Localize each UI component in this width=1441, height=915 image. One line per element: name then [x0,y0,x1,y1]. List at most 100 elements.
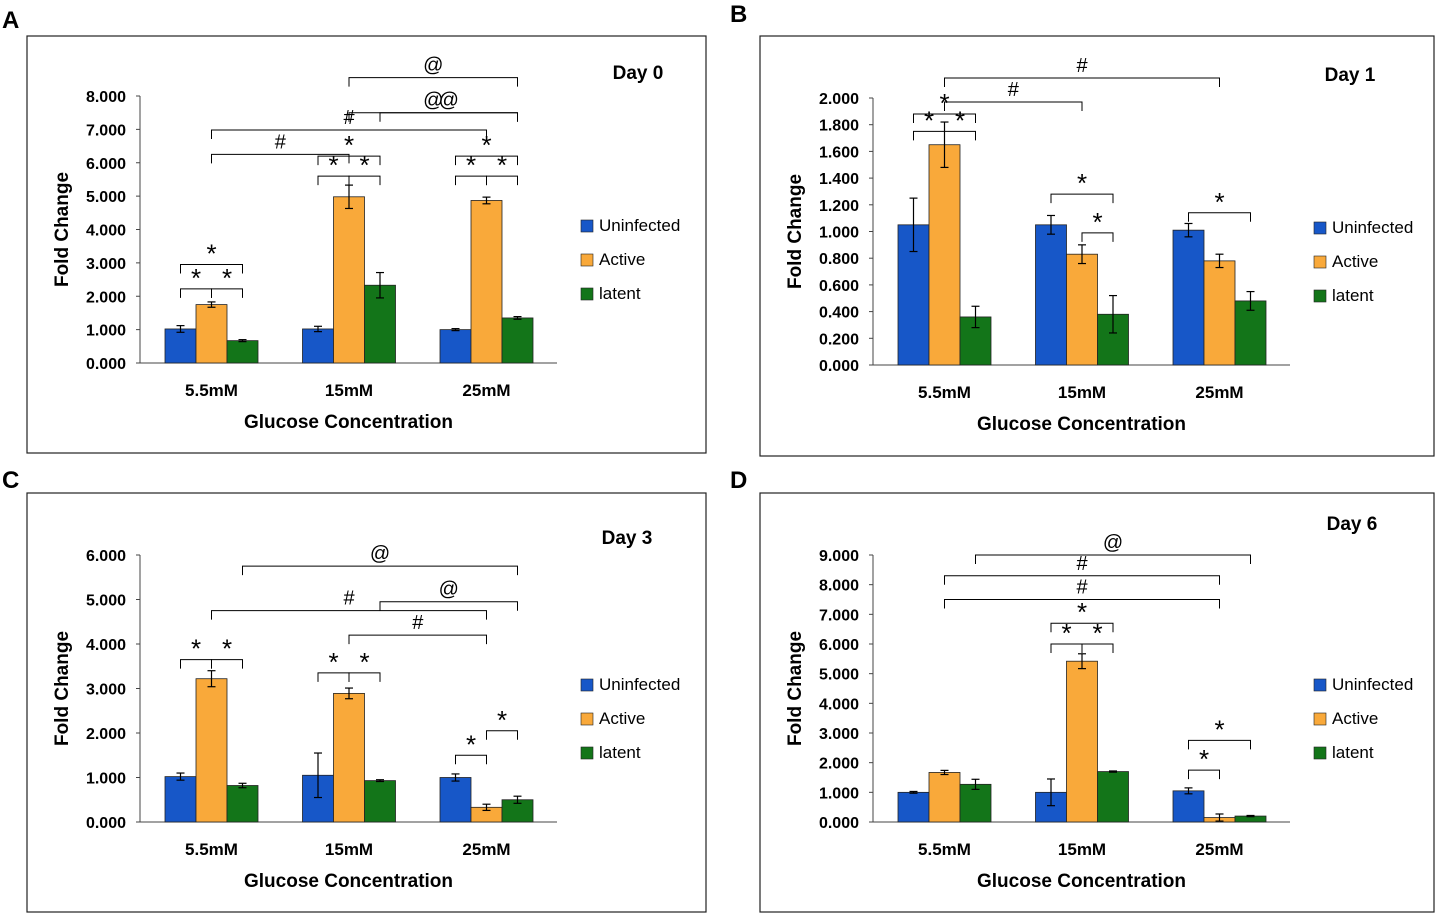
significance-symbol: * [191,263,201,293]
significance-bracket [944,130,976,141]
significance-bracket [348,634,487,645]
significance-bracket [379,112,518,122]
significance-symbol: # [275,131,287,153]
significance-symbol: # [412,612,424,634]
bar-latent [226,340,259,364]
y-tick-label: 1.000 [819,785,859,802]
chart-title: Day 0 [613,63,664,84]
significance-symbol: * [328,150,338,180]
significance-bracket [1050,193,1114,204]
significance-symbol: @ [370,543,390,565]
significance-symbol: * [1077,168,1087,198]
x-axis-label: Glucose Concentration [244,412,453,433]
significance-symbol: * [466,150,476,180]
y-tick-label: 3.000 [819,726,859,743]
x-tick-label: 5.5mM [185,840,238,859]
significance-symbol: * [1061,618,1071,648]
significance-bracket [211,659,243,669]
y-axis-label: Fold Change [785,631,806,746]
significance-symbol: * [1077,597,1087,627]
significance-bracket [913,113,976,124]
y-tick-label: 0.000 [86,815,126,832]
y-tick-label: 2.000 [819,756,859,773]
y-tick-label: 3.000 [86,682,126,699]
x-tick-label: 5.5mM [918,840,971,859]
significance-symbol: * [191,634,201,664]
panel-D: D Day 6 0.000 1.000 2.000 3.000 4.000 5.000 6.00… [730,467,1435,913]
significance-symbol: @ [423,90,443,112]
significance-bracket [944,101,1083,112]
significance-symbol: * [359,647,369,677]
y-tick-label: 0.600 [819,278,859,295]
bar-active [333,196,365,364]
significance-symbol: @ [439,90,459,112]
significance-symbol: @ [423,55,443,77]
legend-label: latent [599,284,641,303]
panel-B: B Day 1 0.000 0.200 0.400 0.600 0.800 1.000 1.20… [730,1,1435,457]
significance-bracket [944,599,1220,609]
y-tick-label: 0.400 [819,305,859,322]
bar-uninfected [1035,224,1067,366]
bar-uninfected [897,791,930,823]
legend-swatch [1313,712,1327,726]
legend-label: latent [1332,743,1374,762]
legend-label: Uninfected [1332,675,1413,694]
y-axis-label: Fold Change [52,631,73,746]
significance-symbol: * [481,130,491,160]
y-tick-label: 7.000 [819,607,859,624]
legend-swatch [580,287,594,301]
panel-A: A Day 0 0.000 1.000 2.000 3.000 4.000 5.000 6.00… [2,7,707,454]
y-tick-label: 0.800 [819,251,859,268]
legend-label: Uninfected [1332,218,1413,237]
y-axis-label: Fold Change [785,174,806,289]
bar-active [195,678,228,823]
y-tick-label: 1.600 [819,144,859,161]
significance-bracket [1081,643,1114,653]
y-tick-label: 0.000 [819,815,859,832]
bar-latent [226,785,259,823]
x-axis-label: Glucose Concentration [977,414,1186,435]
legend-label: Active [599,250,645,269]
significance-symbol: * [497,150,507,180]
legend-swatch [580,678,594,692]
legend-label: Uninfected [599,216,680,235]
panel-label: C [2,467,19,494]
y-axis-label: Fold Change [52,172,73,287]
significance-bracket [379,601,518,611]
legend-label: latent [599,743,641,762]
significance-bracket [180,264,243,274]
significance-bracket [486,730,518,740]
y-tick-label: 1.400 [819,171,859,188]
bar-active [333,692,365,823]
significance-bracket [211,288,243,298]
y-tick-label: 9.000 [819,548,859,565]
y-tick-label: 4.000 [86,637,126,654]
bar-active [928,144,961,366]
legend-label: Uninfected [599,675,680,694]
y-tick-label: 5.000 [86,593,126,610]
x-tick-label: 25mM [462,381,510,400]
bar-latent [501,317,534,364]
legend-label: Active [1332,709,1378,728]
bar-active [195,304,228,364]
legend-swatch [580,712,594,726]
y-tick-label: 2.000 [86,726,126,743]
bar-latent [1097,771,1129,823]
significance-symbol: * [206,239,216,269]
bar-active [1203,260,1236,366]
significance-symbol: # [1076,553,1088,575]
significance-symbol: @ [439,579,459,601]
y-tick-label: 1.200 [819,198,859,215]
significance-bracket [944,77,1220,87]
significance-symbol: * [1214,187,1224,217]
panel-label: D [730,467,747,494]
y-tick-label: 8.000 [86,89,126,106]
legend-label: Active [599,709,645,728]
significance-symbol: @ [1103,532,1123,554]
y-tick-label: 1.800 [819,118,859,135]
significance-symbol: * [466,729,476,759]
chart-title: Day 3 [602,528,653,549]
legend-swatch [1313,221,1327,235]
significance-symbol: * [222,634,232,664]
